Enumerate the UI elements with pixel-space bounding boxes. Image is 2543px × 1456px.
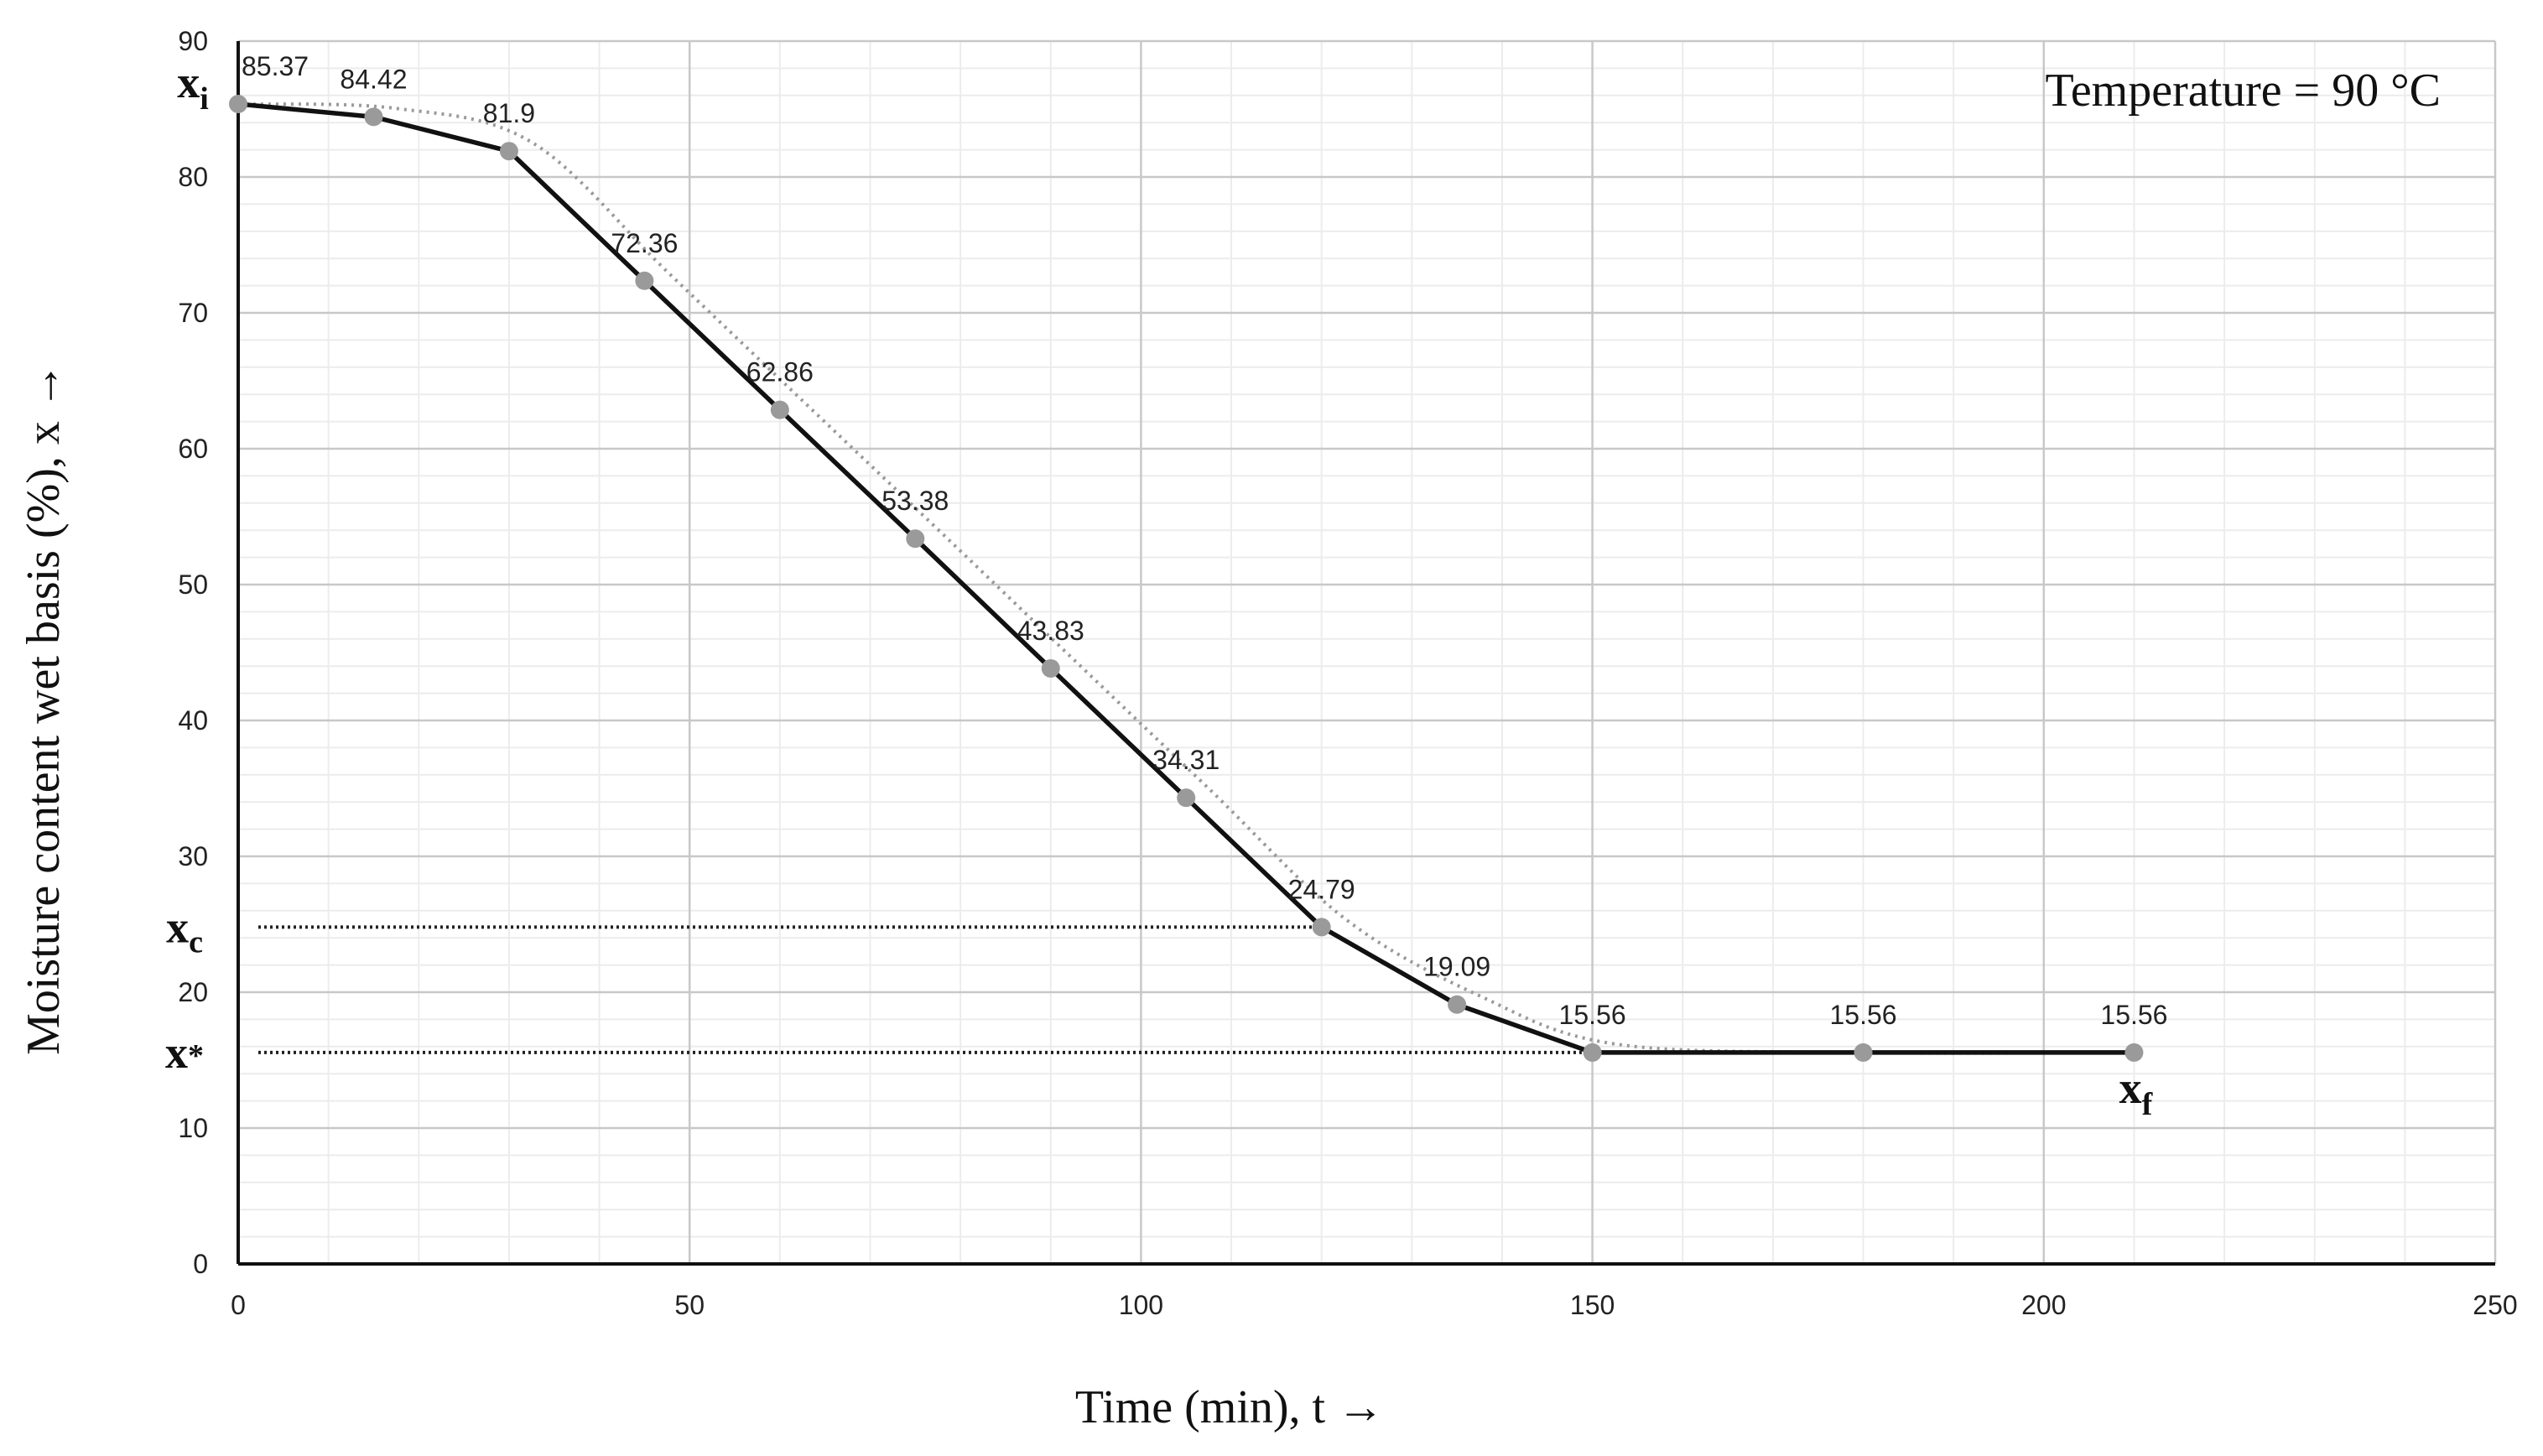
- y-tick-labels: 0 10 20 30 40 50 60 70 80 90: [178, 26, 208, 1279]
- data-label: 24.79: [1288, 874, 1355, 904]
- y-tick-label: 70: [178, 298, 208, 328]
- y-tick-label: 90: [178, 26, 208, 56]
- data-point: [906, 529, 925, 549]
- data-point: [1448, 995, 1467, 1014]
- x-tick-label: 50: [674, 1290, 705, 1320]
- y-tick-label: 50: [178, 569, 208, 600]
- y-tick-label: 10: [178, 1113, 208, 1143]
- data-point: [770, 400, 789, 419]
- data-point: [1041, 658, 1060, 678]
- reference-label-sub: *: [188, 1038, 204, 1074]
- data-point: [364, 107, 383, 127]
- y-tick-label: 80: [178, 162, 208, 192]
- data-label: 43.83: [1017, 616, 1084, 646]
- series-layer: [229, 95, 2144, 1062]
- data-label: 85.37: [242, 51, 309, 81]
- data-label: 34.31: [1152, 745, 1219, 775]
- data-point: [1312, 918, 1331, 937]
- point-marker-main: x: [2119, 1063, 2142, 1113]
- data-label: 81.9: [483, 98, 535, 128]
- data-label: 19.09: [1423, 952, 1490, 982]
- temperature-annotation: Temperature = 90 °C: [2046, 65, 2441, 117]
- reference-line-label: x*: [165, 1027, 204, 1078]
- y-tick-label: 0: [193, 1249, 208, 1279]
- data-point: [1177, 788, 1196, 808]
- y-tick-label: 30: [178, 841, 208, 871]
- data-label: 15.56: [1559, 1000, 1626, 1030]
- data-point: [499, 142, 518, 161]
- grid: [237, 39, 2497, 1266]
- data-label: 84.42: [340, 64, 407, 94]
- point-marker-main: x: [177, 57, 200, 107]
- data-point: [2124, 1043, 2144, 1062]
- y-axis-title: Moisture content wet basis (%), x →: [18, 362, 70, 1055]
- axes: [237, 41, 2495, 1266]
- data-label: 53.38: [881, 486, 949, 516]
- data-point: [635, 271, 654, 290]
- y-tick-label: 20: [178, 977, 208, 1007]
- reference-label-sub: c: [189, 924, 203, 959]
- data-label: 15.56: [2100, 1000, 2167, 1030]
- x-axis-title: Time (min), t →: [1075, 1381, 1384, 1433]
- point-marker-label: xf: [2119, 1063, 2154, 1122]
- data-label: 72.36: [611, 228, 678, 258]
- data-point: [1854, 1043, 1873, 1062]
- y-tick-label: 60: [178, 434, 208, 464]
- point-marker-sub: i: [200, 81, 209, 117]
- point-marker-sub: f: [2142, 1087, 2154, 1122]
- data-labels: 85.37 84.42 81.9 72.36 62.86 53.38 43.83 34.31 2…: [242, 51, 2167, 1030]
- data-label: 62.86: [746, 357, 814, 387]
- data-label: 15.56: [1829, 1000, 1896, 1030]
- data-point: [1583, 1043, 1602, 1062]
- x-tick-label: 250: [2473, 1290, 2517, 1320]
- data-point: [229, 95, 247, 114]
- x-tick-label: 200: [2021, 1290, 2066, 1320]
- x-tick-label: 100: [1119, 1290, 1163, 1320]
- reference-line-label: xc: [166, 902, 203, 959]
- point-marker-label: xi: [177, 57, 209, 117]
- reference-label-main: x: [166, 902, 189, 952]
- y-tick-label: 40: [178, 705, 208, 736]
- reference-label-main: x: [165, 1027, 188, 1078]
- x-tick-label: 150: [1570, 1290, 1615, 1320]
- x-tick-labels: 0 50 100 150 200 250: [231, 1290, 2518, 1320]
- x-tick-label: 0: [231, 1290, 246, 1320]
